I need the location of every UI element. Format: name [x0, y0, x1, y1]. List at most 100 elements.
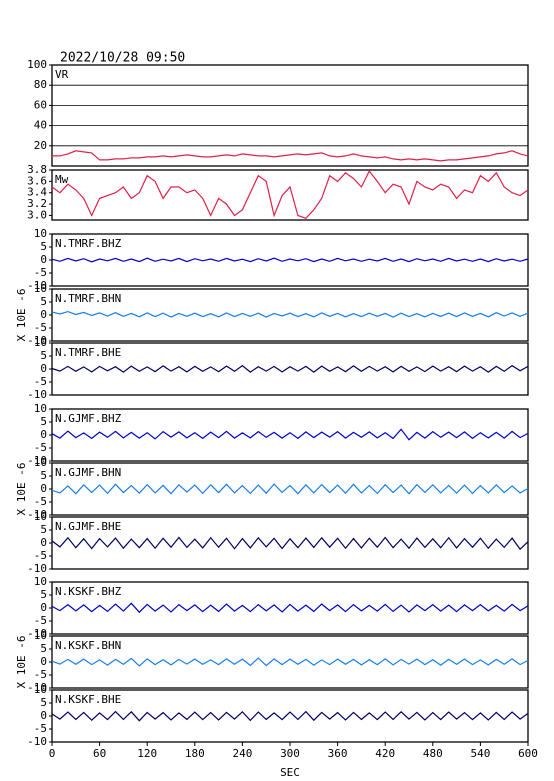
x-tick-label: 480: [423, 747, 443, 760]
y-tick-label: 5: [40, 469, 47, 482]
y-tick-label: -10: [27, 279, 47, 292]
trace: [51, 710, 529, 722]
y-tick-label: -5: [34, 722, 47, 735]
y-tick-label: -10: [27, 735, 47, 748]
y-tick-label: -5: [34, 614, 47, 627]
y-tick-label: -10: [27, 508, 47, 521]
panel-frame: [51, 581, 529, 635]
panel-label: N.TMRF.BHZ: [55, 237, 122, 250]
trace: [51, 657, 529, 667]
y-tick-label: 0: [40, 601, 47, 614]
y-tick-label: 3.4: [27, 186, 47, 199]
trace: [51, 169, 529, 219]
panel-label: N.GJMF.BHZ: [55, 412, 122, 425]
y-tick-label: 3.2: [27, 197, 47, 210]
y-tick-label: 0: [40, 362, 47, 375]
panel-label: VR: [55, 68, 69, 81]
panel-frame: [51, 233, 529, 287]
y-axis-label: X 10E -6: [15, 289, 28, 342]
y-tick-label: 3.0: [27, 208, 47, 221]
y-tick-label: -10: [27, 562, 47, 575]
panel-frame: [51, 342, 529, 396]
y-tick-label: 40: [34, 119, 47, 132]
trace: [51, 310, 529, 318]
x-tick-label: 540: [470, 747, 490, 760]
y-axis-label: X 10E -6: [15, 463, 28, 516]
panel-frame: [51, 689, 529, 743]
y-tick-label: -5: [34, 668, 47, 681]
panel-frame: [51, 64, 529, 167]
y-tick-label: 5: [40, 295, 47, 308]
y-tick-label: -5: [34, 441, 47, 454]
y-tick-label: 3.8: [27, 163, 47, 176]
trace: [51, 602, 529, 614]
panel-frame: [51, 635, 529, 689]
y-tick-label: 0: [40, 253, 47, 266]
x-tick-label: 120: [137, 747, 157, 760]
y-tick-label: 0: [40, 655, 47, 668]
y-tick-label: -10: [27, 334, 47, 347]
panel-label: N.GJMF.BHN: [55, 466, 121, 479]
y-tick-label: -5: [34, 266, 47, 279]
panel-frame: [51, 516, 529, 570]
x-tick-label: 300: [280, 747, 300, 760]
trace: [52, 150, 529, 162]
x-tick-label: 0: [49, 747, 56, 760]
y-tick-label: 100: [27, 58, 47, 71]
y-tick-label: 3.6: [27, 174, 47, 187]
trace: [51, 257, 529, 263]
x-tick-label: 60: [93, 747, 106, 760]
y-tick-label: 5: [40, 696, 47, 709]
y-tick-label: 5: [40, 415, 47, 428]
y-tick-label: 10: [34, 575, 47, 588]
panel-frame: [51, 288, 529, 342]
y-tick-label: 5: [40, 588, 47, 601]
y-tick-label: -10: [27, 454, 47, 467]
y-tick-label: -10: [27, 681, 47, 694]
trace: [51, 428, 529, 441]
y-tick-label: -5: [34, 495, 47, 508]
trace: [51, 364, 529, 373]
y-tick-label: 5: [40, 523, 47, 536]
panel-label: N.KSKF.BHN: [55, 639, 121, 652]
trace: [51, 483, 529, 495]
y-tick-label: 0: [40, 482, 47, 495]
panel-label: N.KSKF.BHE: [55, 693, 121, 706]
y-tick-label: 10: [34, 683, 47, 696]
y-tick-label: 0: [40, 428, 47, 441]
chart-title: 2022/10/28 09:50: [60, 51, 185, 66]
y-tick-label: 10: [34, 282, 47, 295]
x-tick-label: 180: [185, 747, 205, 760]
y-tick-label: 10: [34, 227, 47, 240]
y-tick-label: -5: [34, 375, 47, 388]
x-tick-label: 360: [328, 747, 348, 760]
y-tick-label: 5: [40, 642, 47, 655]
panel-label: Mw: [55, 173, 69, 186]
y-tick-label: -10: [27, 627, 47, 640]
y-tick-label: 5: [40, 240, 47, 253]
y-tick-label: 10: [34, 629, 47, 642]
y-tick-label: -5: [34, 321, 47, 334]
y-tick-label: 0: [40, 709, 47, 722]
y-tick-label: 0: [40, 536, 47, 549]
y-tick-label: 0: [40, 308, 47, 321]
y-tick-label: 10: [34, 456, 47, 469]
panel-label: N.GJMF.BHE: [55, 520, 121, 533]
panel-label: N.TMRF.BHN: [55, 292, 121, 305]
panel-frame: [51, 408, 529, 462]
y-tick-label: 80: [34, 78, 47, 91]
y-tick-label: -5: [34, 549, 47, 562]
x-tick-label: 240: [232, 747, 252, 760]
x-tick-label: 600: [518, 747, 538, 760]
y-tick-label: 10: [34, 336, 47, 349]
y-axis-label: X 10E -6: [15, 636, 28, 689]
y-tick-label: 10: [34, 402, 47, 415]
y-tick-label: -10: [27, 388, 47, 401]
y-tick-label: 5: [40, 349, 47, 362]
trace: [51, 536, 529, 551]
panel-frame: [51, 169, 529, 221]
y-tick-label: 10: [34, 510, 47, 523]
y-tick-label: 60: [34, 98, 47, 111]
panel-label: N.TMRF.BHE: [55, 346, 121, 359]
